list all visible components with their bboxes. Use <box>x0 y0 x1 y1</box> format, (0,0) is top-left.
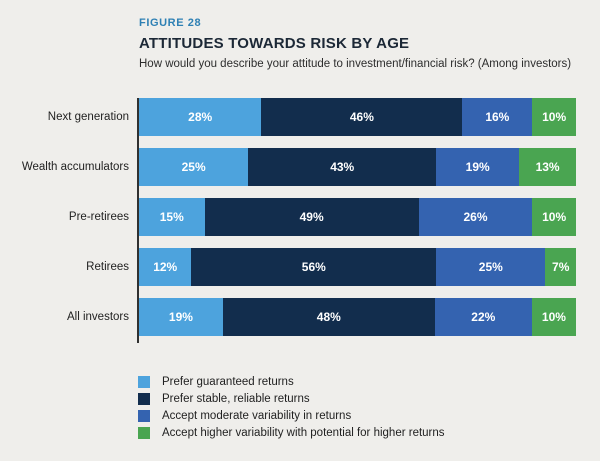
legend-item: Prefer stable, reliable returns <box>138 391 576 407</box>
segment-value: 49% <box>299 210 324 224</box>
legend-label: Accept higher variability with potential… <box>162 427 445 439</box>
stacked-bar: 12% 56% 25% 7% <box>139 248 576 286</box>
chart-subtitle: How would you describe your attitude to … <box>139 58 572 70</box>
bar-segment: 13% <box>519 148 576 186</box>
segment-value: 13% <box>535 160 560 174</box>
stacked-bar: 15% 49% 26% 10% <box>139 198 576 236</box>
bar-segment: 19% <box>139 298 223 336</box>
legend-label: Prefer guaranteed returns <box>162 376 294 388</box>
legend-swatch <box>138 410 150 422</box>
bar-segment: 26% <box>418 198 533 236</box>
bar-segment: 10% <box>532 198 576 236</box>
segment-value: 22% <box>471 310 496 324</box>
bar-segment: 49% <box>204 198 419 236</box>
segment-value: 25% <box>181 160 206 174</box>
legend-label: Accept moderate variability in returns <box>162 410 352 422</box>
bar-segment: 25% <box>139 148 249 186</box>
chart-row: Next generation 28% 46% 16% 10% <box>0 98 576 136</box>
segment-value: 7% <box>552 260 570 274</box>
segment-value: 46% <box>349 110 374 124</box>
stacked-bar-chart: Next generation 28% 46% 16% 10% Wealth accumu… <box>0 98 576 343</box>
legend-item: Accept higher variability with potential… <box>138 425 576 441</box>
segment-value: 28% <box>188 110 213 124</box>
legend-swatch <box>138 427 150 439</box>
chart-row: Retirees 12% 56% 25% 7% <box>0 248 576 286</box>
category-label: All investors <box>67 311 129 323</box>
segment-value: 26% <box>463 210 488 224</box>
legend-item: Accept moderate variability in returns <box>138 408 576 424</box>
category-label: Retirees <box>86 261 129 273</box>
stacked-bar: 19% 48% 22% 10% <box>139 298 576 336</box>
figure-header: FIGURE 28 ATTITUDES TOWARDS RISK BY AGE … <box>139 17 576 70</box>
figure-label: FIGURE 28 <box>139 17 202 29</box>
stacked-bar: 28% 46% 16% 10% <box>139 98 576 136</box>
segment-value: 10% <box>541 310 566 324</box>
bar-segment: 22% <box>434 298 532 336</box>
segment-value: 19% <box>465 160 490 174</box>
segment-value: 10% <box>542 210 567 224</box>
bar-segment: 12% <box>139 248 192 286</box>
segment-value: 25% <box>478 260 503 274</box>
legend-label: Prefer stable, reliable returns <box>162 393 310 405</box>
bar-segment: 7% <box>545 248 576 286</box>
segment-value: 48% <box>316 310 341 324</box>
bar-segment: 10% <box>531 298 576 336</box>
category-label: Next generation <box>47 111 129 123</box>
legend-item: Prefer guaranteed returns <box>138 374 576 390</box>
bar-segment: 25% <box>436 248 546 286</box>
stacked-bar: 25% 43% 19% 13% <box>139 148 576 186</box>
y-axis-line <box>137 98 139 343</box>
bar-segment: 43% <box>248 148 437 186</box>
bar-segment: 10% <box>532 98 576 136</box>
segment-value: 10% <box>542 110 567 124</box>
bar-segment: 48% <box>222 298 435 336</box>
bar-segment: 19% <box>436 148 520 186</box>
segment-value: 16% <box>485 110 510 124</box>
chart-row: All investors 19% 48% 22% 10% <box>0 298 576 336</box>
legend: Prefer guaranteed returns Prefer stable, … <box>138 374 576 441</box>
chart-rows: Next generation 28% 46% 16% 10% Wealth accumu… <box>0 98 576 336</box>
segment-value: 15% <box>159 210 184 224</box>
category-label: Wealth accumulators <box>21 161 129 173</box>
bar-segment: 56% <box>191 248 437 286</box>
chart-row: Pre-retirees 15% 49% 26% 10% <box>0 198 576 236</box>
chart-title: ATTITUDES TOWARDS RISK BY AGE <box>139 35 410 52</box>
segment-value: 12% <box>153 260 178 274</box>
bar-segment: 46% <box>261 98 463 136</box>
bar-segment: 16% <box>462 98 533 136</box>
legend-swatch <box>138 393 150 405</box>
legend-swatch <box>138 376 150 388</box>
chart-row: Wealth accumulators 25% 43% 19% 13% <box>0 148 576 186</box>
category-label: Pre-retirees <box>68 211 129 223</box>
bar-segment: 28% <box>139 98 262 136</box>
segment-value: 56% <box>301 260 326 274</box>
segment-value: 19% <box>168 310 193 324</box>
segment-value: 43% <box>330 160 355 174</box>
bar-segment: 15% <box>139 198 205 236</box>
